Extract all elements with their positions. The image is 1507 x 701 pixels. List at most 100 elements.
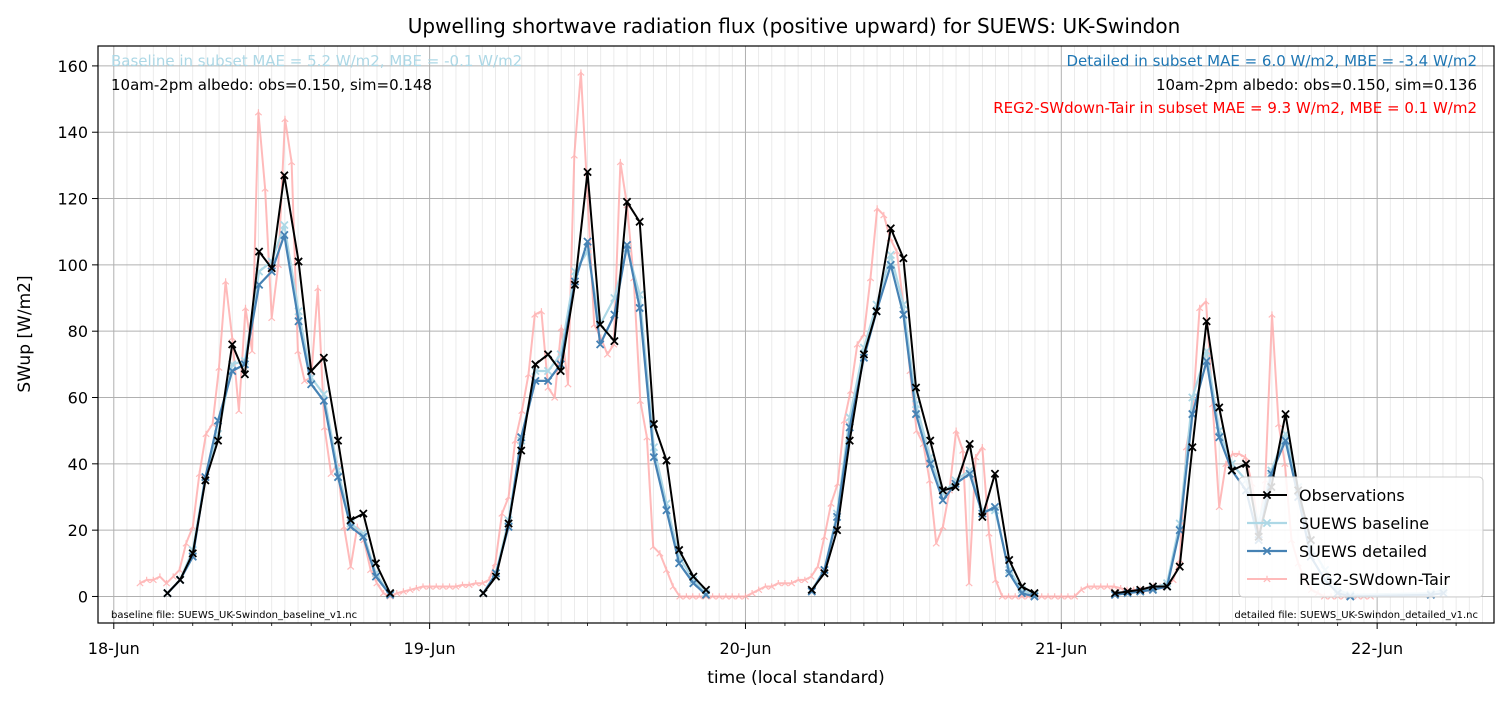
observations-point (938, 486, 948, 495)
reg2-swdown-tair-point (228, 334, 236, 342)
reg2-swdown-tair-point (1090, 583, 1098, 590)
observations-point (1281, 409, 1290, 419)
observations-point (531, 360, 540, 369)
reg2-swdown-tair-point (689, 593, 697, 600)
reg2-swdown-tair-point (570, 152, 578, 159)
reg2-swdown-tair-point (959, 447, 967, 454)
reg2-swdown-tair-point (925, 477, 934, 484)
reg2-swdown-tair-point (801, 576, 809, 584)
x-axis: 18-Jun 19-Jun 20-Jun 21-Jun 22-Jun (88, 623, 1457, 658)
reg2-swdown-tair-point (636, 397, 644, 405)
suews-detailed-point (385, 590, 395, 600)
reg2-swdown-tair-point (564, 381, 572, 388)
reg2-swdown-tair-point (1070, 593, 1079, 600)
observations-point (163, 588, 172, 598)
observations-point (807, 585, 817, 595)
reg2-swdown-tair-point (1202, 298, 1210, 305)
reg2-swdown-tair-point (768, 583, 776, 590)
reg2-swdown-tair-point (577, 69, 585, 76)
reg2-swdown-tair-point (616, 158, 624, 166)
suews-detailed-point (359, 532, 368, 542)
observations-point (175, 575, 185, 585)
reg2-swdown-tair-point (939, 523, 947, 531)
observations-point (543, 350, 553, 359)
observations-point (1188, 443, 1197, 452)
y-tick-label: 40 (68, 455, 88, 474)
reg2-swdown-tair-point (643, 434, 651, 441)
legend-reg2-swdown-tair-point (1263, 575, 1271, 583)
reg2-swdown-tair-point (662, 566, 671, 574)
suews-detailed-point (306, 380, 316, 389)
observations-point (832, 525, 842, 535)
suews-detailed-point (689, 578, 698, 588)
detailed-stats-annotation: Detailed in subset MAE = 6.0 W/m2, MBE =… (1066, 52, 1477, 70)
legend-item-suews-detailed (1247, 546, 1287, 556)
series-layer (136, 69, 1448, 601)
reg2-swdown-tair-point (1011, 593, 1019, 600)
reg2-swdown-tair-point (518, 407, 526, 415)
observations-point (491, 572, 501, 581)
suews-detailed-point (925, 459, 935, 469)
legend-suews-detailed-point (1262, 546, 1272, 556)
reg2-swdown-tair-point (1215, 503, 1223, 511)
observations-point (1175, 562, 1184, 571)
reg2-swdown-tair-point (347, 563, 355, 570)
plot-frame (97, 45, 1495, 624)
reg2-swdown-tair-point (300, 377, 309, 385)
observations-point (951, 482, 960, 492)
observations-point (899, 253, 908, 263)
reg2-swdown-tair-point (162, 580, 171, 587)
observations-point (820, 569, 829, 578)
legend-item-suews-baseline (1247, 518, 1287, 528)
reg2-swdown-tair-point (978, 444, 986, 451)
observations-point (319, 353, 329, 362)
x-axis-label: time (local standard) (707, 668, 885, 688)
observations-point (306, 366, 316, 376)
suews-baseline-line (810, 253, 1035, 596)
reg2-swdown-tair-point (866, 274, 875, 282)
observations-point (845, 436, 854, 445)
reg2-swdown-tair-point (873, 205, 881, 212)
observations-point (267, 263, 276, 273)
suews-detailed-point (1202, 356, 1211, 366)
reg2-swdown-tair-point (761, 583, 769, 590)
reg2-swdown-tair-point (952, 427, 960, 434)
observations-point (1148, 582, 1158, 591)
reg2-swdown-tair-point (169, 573, 177, 580)
reg2-swdown-tair-point (314, 284, 322, 292)
reg2-swdown-tair-point (498, 510, 506, 517)
suews-detailed-point (662, 506, 671, 515)
observations-point (333, 436, 343, 445)
observations-point (662, 456, 671, 465)
reg2-swdown-tair-point (221, 278, 230, 285)
y-tick-label: 160 (57, 57, 88, 76)
reg2-swdown-tair-point (794, 576, 802, 584)
suews-detailed-line (482, 240, 707, 596)
reg2-swdown-tair-point (932, 540, 940, 547)
suews-detailed-point (965, 469, 974, 479)
observations-point (925, 436, 935, 445)
reg2-swdown-tair-point (669, 583, 677, 590)
observations-line (811, 227, 1035, 595)
reg2-swdown-tair-point (261, 185, 269, 192)
reg2-swdown-tair-point (840, 417, 848, 425)
reg2-swdown-tair-point (406, 586, 414, 594)
reg2-swdown-tair-point (202, 430, 210, 438)
legend-suews-baseline-point (1262, 518, 1272, 528)
observations-point (911, 383, 921, 392)
legend-label-suews-baseline: SUEWS baseline (1299, 514, 1429, 533)
legend-label-suews-detailed: SUEWS detailed (1299, 542, 1427, 561)
y-axis: 0 20 40 60 80 100 120 140 160 (57, 57, 98, 606)
observations-line (1114, 320, 1312, 595)
y-tick-label: 60 (68, 389, 88, 408)
suews-detailed-point (635, 303, 644, 313)
observations-point (635, 217, 644, 226)
reg2-swdown-tair-point (1268, 311, 1276, 318)
observations-point (570, 280, 580, 289)
reg2-swdown-tair-point (235, 407, 243, 415)
reg2-swdown-tair-point (1097, 583, 1105, 590)
x-tick-label: 19-Jun (404, 639, 456, 658)
observations-point (213, 436, 223, 445)
y-axis-label: SWup [W/m2] (15, 275, 35, 392)
observations-point (859, 350, 869, 359)
